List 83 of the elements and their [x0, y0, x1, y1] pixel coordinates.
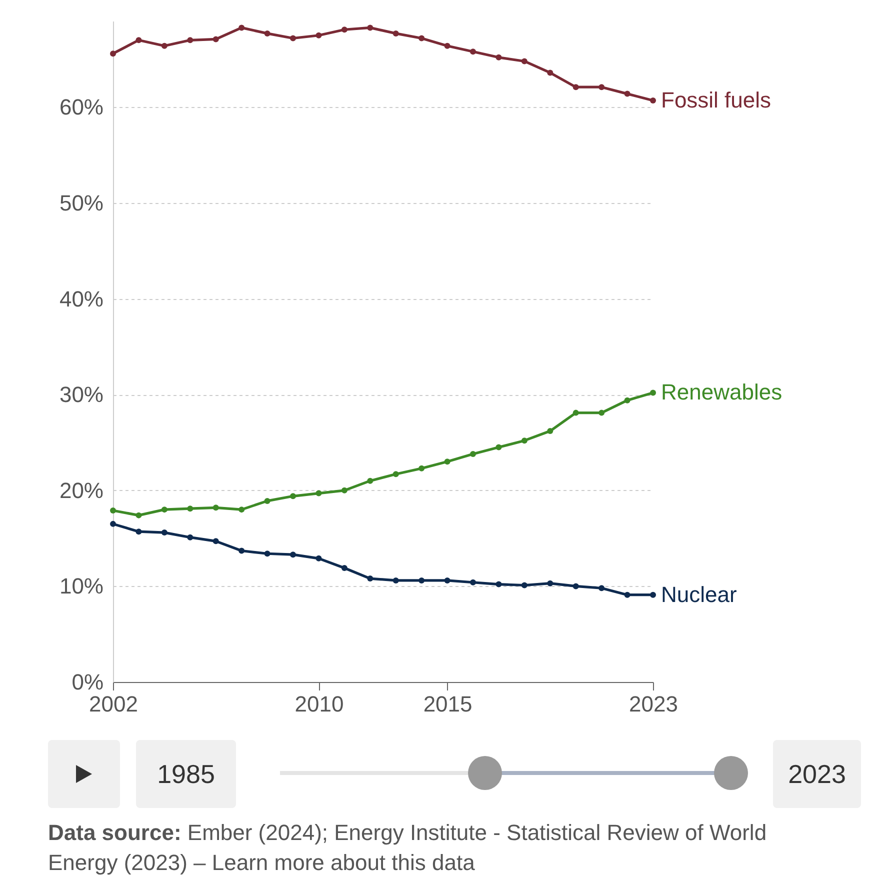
point [264, 550, 270, 557]
point [136, 37, 142, 44]
point [367, 24, 374, 31]
point [624, 90, 630, 97]
series-label: Renewables [661, 380, 782, 405]
point [521, 438, 528, 444]
point [341, 487, 348, 494]
point [187, 534, 194, 540]
x-tick-label: 2002 [89, 692, 138, 716]
y-tick-label: 0% [72, 670, 104, 694]
point [367, 478, 374, 484]
point [572, 84, 579, 90]
point [521, 582, 528, 588]
point [316, 555, 322, 562]
point [598, 84, 605, 90]
point [650, 592, 656, 598]
point [392, 471, 399, 478]
point [572, 410, 579, 416]
point [316, 32, 322, 38]
point [470, 48, 476, 55]
point [496, 444, 502, 450]
point [136, 512, 142, 518]
source-note: Data source: Ember (2024); Energy Institute - Statistical Review of World Energy (2023) – Learn more about this data [48, 819, 768, 877]
point [290, 493, 296, 500]
x-tick-label: 2023 [629, 692, 678, 716]
text: 2023 [773, 740, 861, 808]
point [598, 585, 605, 592]
point [547, 428, 554, 434]
y-tick-label: 40% [59, 286, 104, 312]
point [212, 538, 219, 544]
point [161, 506, 168, 513]
point [496, 581, 502, 588]
point [212, 504, 219, 511]
point [238, 24, 245, 31]
point [572, 583, 579, 590]
y-tick-label: 50% [59, 190, 104, 216]
point [187, 506, 194, 512]
point [290, 35, 296, 42]
point [470, 451, 476, 457]
series-label: Fossil fuels [661, 88, 772, 113]
point [547, 70, 554, 76]
point [624, 592, 630, 598]
series-label: Nuclear [661, 582, 737, 607]
point [136, 528, 142, 535]
x-tick-label: 2015 [423, 692, 472, 716]
point [444, 458, 450, 465]
point [650, 98, 656, 104]
point [341, 26, 348, 33]
point [598, 410, 605, 416]
point [367, 576, 374, 582]
point [418, 35, 425, 42]
point [470, 579, 476, 586]
point [264, 30, 270, 36]
point [444, 42, 450, 49]
point [521, 58, 528, 64]
point [110, 520, 116, 527]
point [161, 42, 168, 49]
point [547, 580, 554, 586]
point [444, 577, 450, 584]
y-tick-label: 10% [59, 574, 104, 599]
y-tick-label: 20% [59, 478, 104, 503]
point [418, 465, 425, 472]
point [290, 552, 296, 558]
point [238, 506, 245, 513]
point [110, 508, 116, 514]
point [212, 36, 219, 42]
point [187, 37, 194, 44]
point [392, 577, 399, 584]
point [264, 498, 270, 504]
point [161, 530, 168, 536]
point [496, 54, 502, 60]
y-tick-label: 60% [59, 94, 104, 120]
point [341, 565, 348, 571]
x-tick-label: 2010 [294, 692, 344, 716]
point [392, 30, 399, 36]
point [316, 490, 322, 496]
point [650, 390, 656, 396]
point [238, 548, 245, 554]
point [418, 577, 425, 584]
y-tick-label: 30% [59, 382, 104, 408]
point [624, 397, 630, 404]
text: 1985 [136, 740, 236, 808]
point [110, 50, 116, 57]
